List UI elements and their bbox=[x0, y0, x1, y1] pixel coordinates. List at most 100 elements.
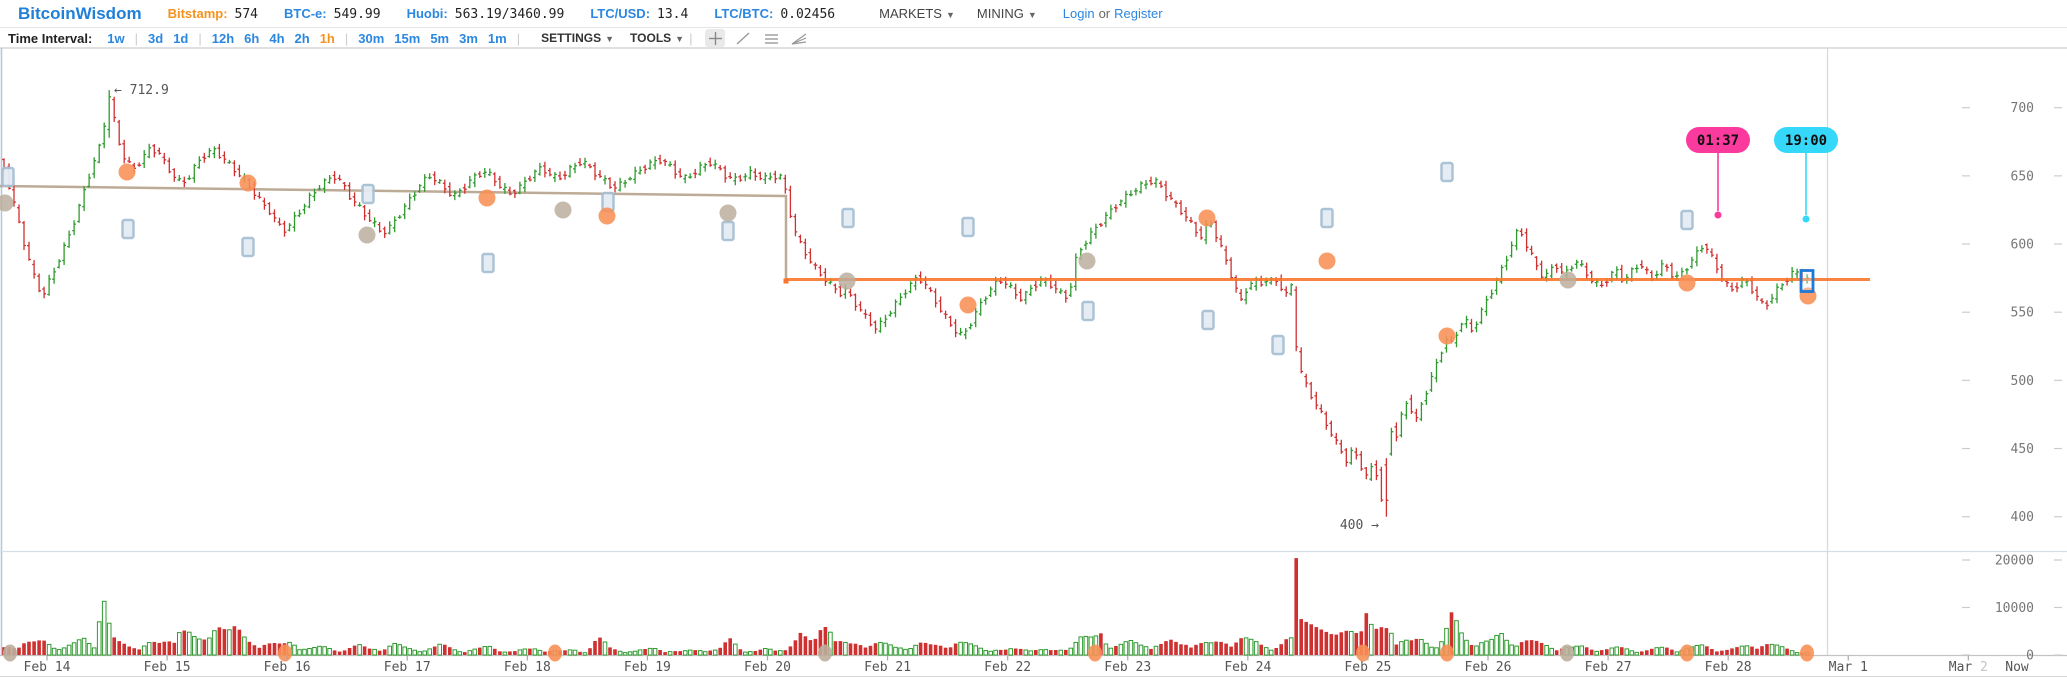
volume-bar bbox=[1304, 621, 1308, 655]
trend-step-line[interactable] bbox=[0, 184, 788, 281]
event-marker-rect[interactable] bbox=[961, 216, 975, 238]
interval-15m[interactable]: 15m bbox=[394, 30, 421, 46]
alarm-cyan-pill[interactable] bbox=[1774, 127, 1838, 153]
ticker-huobi[interactable]: Huobi: 563.19/3460.99 bbox=[407, 6, 565, 22]
volume-marker-gray[interactable] bbox=[3, 644, 17, 662]
event-marker-rect[interactable] bbox=[1440, 161, 1454, 183]
volume-bar bbox=[1654, 647, 1660, 656]
volume-marker-orange[interactable] bbox=[1088, 644, 1102, 662]
trade-marker-gray[interactable] bbox=[358, 226, 376, 244]
price-axis-label: 500 bbox=[2011, 374, 2034, 389]
trade-marker-orange[interactable] bbox=[1318, 252, 1336, 270]
event-marker-rect[interactable] bbox=[721, 220, 735, 242]
event-marker-rect[interactable] bbox=[1320, 207, 1334, 229]
trade-marker-orange[interactable] bbox=[1438, 327, 1456, 345]
event-marker-rect[interactable] bbox=[361, 183, 375, 205]
date-axis-label: Feb 14 bbox=[24, 660, 71, 675]
volume-bar bbox=[502, 651, 508, 656]
trend-line-handle[interactable] bbox=[783, 278, 789, 284]
interval-3d[interactable]: 3d bbox=[148, 30, 164, 46]
trade-marker-orange[interactable] bbox=[959, 296, 977, 314]
volume-bar bbox=[56, 649, 62, 656]
volume-bar bbox=[1344, 630, 1349, 655]
volume-marker-orange[interactable] bbox=[1680, 644, 1694, 662]
event-marker-rect[interactable] bbox=[121, 218, 135, 240]
logo[interactable]: BitcoinWisdom bbox=[18, 3, 142, 23]
event-marker-rect[interactable] bbox=[1, 166, 15, 188]
volume-bar bbox=[1243, 637, 1249, 656]
date-axis-label: Feb 27 bbox=[1585, 660, 1632, 675]
interval-3m[interactable]: 3m bbox=[459, 30, 478, 46]
volume-marker-gray[interactable] bbox=[1560, 644, 1574, 662]
volume-marker-orange[interactable] bbox=[548, 644, 562, 662]
event-marker-rect[interactable] bbox=[1081, 300, 1095, 322]
volume-marker-gray[interactable] bbox=[818, 644, 832, 662]
alarm-cyan-dot[interactable] bbox=[1802, 215, 1810, 223]
event-marker-rect[interactable] bbox=[481, 252, 495, 274]
trade-marker-gray[interactable] bbox=[0, 194, 14, 212]
login-link[interactable]: Login bbox=[1062, 6, 1095, 21]
volume-bar bbox=[1769, 643, 1775, 656]
interval-6h[interactable]: 6h bbox=[244, 30, 260, 46]
current-candle-marker[interactable] bbox=[1799, 269, 1815, 293]
ticker-ltcusd[interactable]: LTC/USD: 13.4 bbox=[590, 6, 688, 22]
settings-menu[interactable]: SETTINGS ▼ bbox=[541, 31, 615, 45]
ticker-btce[interactable]: BTC-e: 549.99 bbox=[284, 6, 381, 22]
volume-marker-orange[interactable] bbox=[1356, 644, 1370, 662]
fan-lines-tool-button[interactable] bbox=[789, 29, 809, 47]
trade-marker-gray[interactable] bbox=[554, 201, 572, 219]
horizontal-lines-tool-button[interactable] bbox=[761, 29, 781, 47]
volume-bar bbox=[302, 648, 307, 656]
interval-1w[interactable]: 1w bbox=[107, 30, 125, 46]
interval-2h[interactable]: 2h bbox=[294, 30, 310, 46]
alarm-pink[interactable]: 01:37 bbox=[1686, 127, 1750, 219]
volume-bar bbox=[1159, 644, 1163, 655]
volume-bar bbox=[478, 647, 482, 655]
volume-bar bbox=[127, 646, 131, 655]
trade-marker-gray[interactable] bbox=[1559, 271, 1577, 289]
trade-marker-orange[interactable] bbox=[1198, 209, 1216, 227]
ticker-ltcbtc[interactable]: LTC/BTC: 0.02456 bbox=[714, 6, 835, 22]
trade-marker-gray[interactable] bbox=[1078, 252, 1096, 270]
menu-mining[interactable]: MINING ▼ bbox=[976, 6, 1037, 21]
register-link[interactable]: Register bbox=[1114, 6, 1163, 21]
date-axis-label: Feb 24 bbox=[1224, 660, 1271, 675]
interval-1d[interactable]: 1d bbox=[173, 30, 189, 46]
interval-1h[interactable]: 1h bbox=[319, 30, 335, 46]
trade-marker-gray[interactable] bbox=[838, 272, 856, 290]
event-marker-rect[interactable] bbox=[1271, 334, 1285, 356]
interval-1m[interactable]: 1m bbox=[487, 30, 507, 46]
interval-30m[interactable]: 30m bbox=[358, 30, 385, 46]
interval-12h[interactable]: 12h bbox=[211, 30, 235, 46]
event-marker-rect[interactable] bbox=[1201, 309, 1215, 331]
tools-menu[interactable]: TOOLS ▼ bbox=[630, 31, 685, 45]
volume-bar bbox=[748, 651, 753, 656]
volume-bar bbox=[697, 650, 703, 656]
alarm-cyan[interactable]: 19:00 bbox=[1774, 127, 1838, 223]
volume-marker-orange[interactable] bbox=[1800, 644, 1814, 662]
interval-4h[interactable]: 4h bbox=[269, 30, 285, 46]
volume-marker-orange[interactable] bbox=[278, 644, 292, 662]
trade-marker-orange[interactable] bbox=[1678, 274, 1696, 292]
ticker-value: 574 bbox=[234, 6, 259, 22]
trade-marker-gray[interactable] bbox=[719, 204, 737, 222]
trendline-tool-button[interactable] bbox=[733, 29, 753, 47]
volume-bar bbox=[1143, 646, 1149, 656]
trade-marker-orange[interactable] bbox=[478, 189, 496, 207]
volume-marker-orange[interactable] bbox=[1440, 644, 1454, 662]
trade-marker-orange[interactable] bbox=[118, 163, 136, 181]
trade-marker-orange[interactable] bbox=[598, 207, 616, 225]
alarm-pink-pill[interactable] bbox=[1686, 127, 1750, 153]
alarm-pink-dot[interactable] bbox=[1714, 211, 1722, 219]
interval-5m[interactable]: 5m bbox=[430, 30, 450, 46]
menu-markets[interactable]: MARKETS ▼ bbox=[879, 6, 955, 21]
event-marker-rect[interactable] bbox=[841, 207, 855, 229]
volume-bar bbox=[1138, 644, 1144, 656]
trade-marker-orange[interactable] bbox=[239, 174, 257, 192]
event-marker-rect[interactable] bbox=[1680, 209, 1694, 231]
price-axis-label: 700 bbox=[2011, 101, 2034, 116]
crosshair-tool-button[interactable] bbox=[705, 29, 726, 47]
ticker-bitstamp[interactable]: Bitstamp: 574 bbox=[168, 6, 258, 22]
event-marker-rect[interactable] bbox=[241, 236, 255, 258]
